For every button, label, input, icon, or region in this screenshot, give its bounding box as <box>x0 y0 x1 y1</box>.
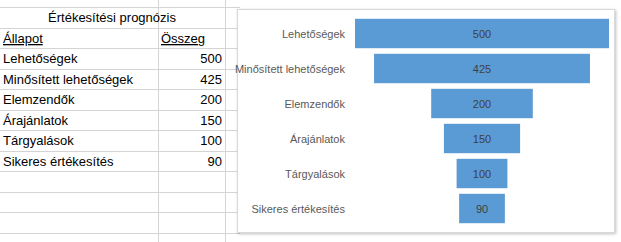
table-cell: Sikeres értékesítés <box>3 154 114 169</box>
data-label: 100 <box>473 168 491 180</box>
category-label: Minősített lehetőségek <box>235 63 346 75</box>
category-label: Sikeres értékesítés <box>251 203 345 215</box>
sheet-row-line <box>0 130 240 131</box>
category-label: Lehetőségek <box>282 28 345 40</box>
sheet-row-line <box>0 89 240 90</box>
data-label: 90 <box>476 203 488 215</box>
table: Értékesítési prognózis Állapot Összeg Lehet… <box>3 10 222 169</box>
funnel-bar <box>355 19 609 48</box>
sheet-col-line <box>225 0 226 242</box>
category-label: Elemzendők <box>284 98 345 110</box>
data-label: 200 <box>473 98 491 110</box>
category-label: Árajánlatok <box>290 133 346 145</box>
sheet-row-line <box>0 110 240 111</box>
data-label: 500 <box>473 28 491 40</box>
funnel-bar <box>459 194 505 223</box>
sheet-grid <box>0 0 240 242</box>
chart-area <box>238 10 615 233</box>
page: Értékesítési prognózis Állapot Összeg Lehet… <box>0 0 621 242</box>
funnel-bar <box>431 89 533 118</box>
table-cell: Lehetőségek <box>3 51 78 66</box>
sheet-row-line <box>0 171 240 172</box>
sheet-col-line <box>158 0 159 242</box>
table-cell: 100 <box>200 133 222 148</box>
funnel-bar <box>374 54 590 83</box>
table-header: Összeg <box>161 31 205 46</box>
table-cell: Elemzendők <box>3 92 75 107</box>
data-label: 150 <box>473 133 491 145</box>
sheet-row-line <box>0 192 240 193</box>
sheet-row-line <box>0 69 240 70</box>
table-cell: 150 <box>200 113 222 128</box>
table-cell: 500 <box>200 51 222 66</box>
sheet-row-line <box>0 28 240 29</box>
table-cell: Árajánlatok <box>3 113 69 128</box>
funnel-bar <box>457 159 508 188</box>
sheet-row-line <box>0 212 240 213</box>
canvas: Értékesítési prognózis Állapot Összeg Lehet… <box>0 0 621 242</box>
sheet-row-line <box>0 151 240 152</box>
funnel-bars <box>355 19 609 223</box>
category-label: Tárgyalások <box>285 168 345 180</box>
table-cell: Tárgyalások <box>3 133 74 148</box>
table-title: Értékesítési prognózis <box>48 10 176 25</box>
table-cell: Minősített lehetőségek <box>3 72 134 87</box>
sheet-row-line <box>0 48 240 49</box>
table-cell: 200 <box>200 92 222 107</box>
sheet-row-line <box>0 233 240 234</box>
data-label: 425 <box>473 63 491 75</box>
table-cell: 425 <box>200 72 222 87</box>
table-header: Állapot <box>3 31 43 46</box>
funnel-bar <box>444 124 520 153</box>
table-cell: 90 <box>208 154 222 169</box>
sheet-row-line <box>0 7 240 8</box>
chart-labels: 500 Lehetőségek 425 Minősített lehetőségek 2… <box>235 28 491 215</box>
